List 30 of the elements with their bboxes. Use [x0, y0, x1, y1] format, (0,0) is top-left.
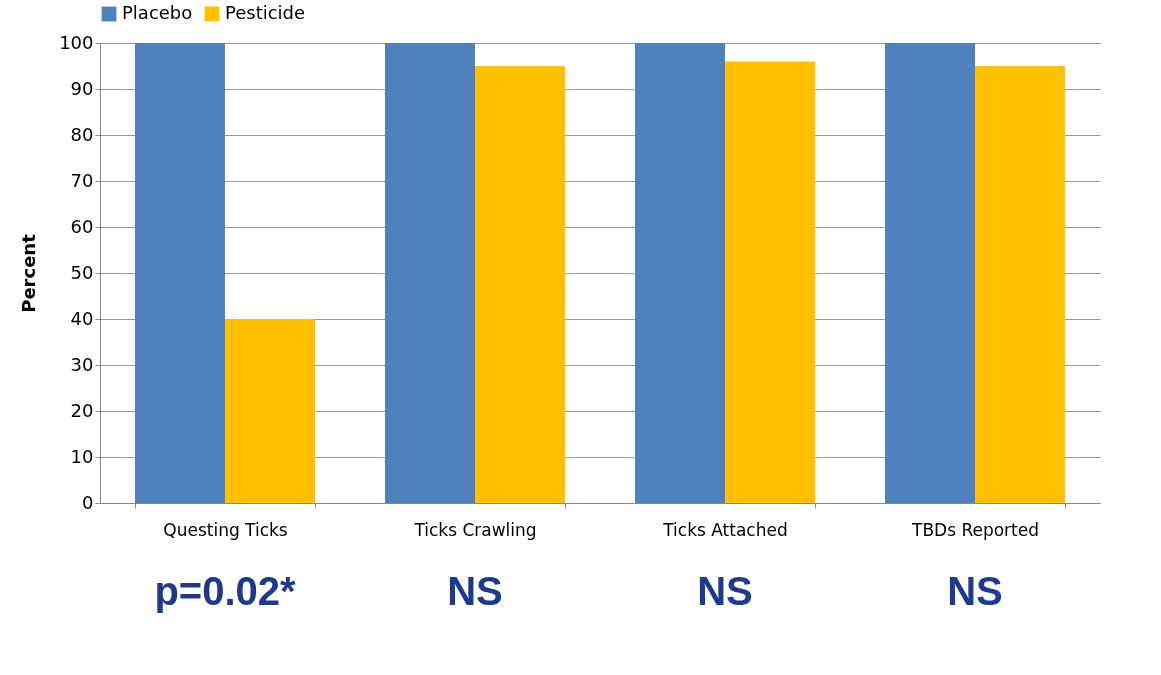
- bar: [225, 319, 315, 503]
- bar: [725, 61, 815, 503]
- y-tick-label: 100: [59, 31, 94, 53]
- x-tick-label: Ticks Crawling: [413, 519, 537, 540]
- legend-label: Pesticide: [225, 2, 306, 23]
- x-tick-label: TBDs Reported: [910, 519, 1040, 540]
- y-tick-label: 40: [70, 307, 94, 329]
- bar: [135, 43, 225, 503]
- y-tick-label: 50: [70, 261, 94, 283]
- text: NS: [447, 569, 503, 613]
- x-tick-label: Questing Ticks: [163, 519, 288, 540]
- text: p=0.02*: [154, 569, 297, 613]
- y-tick-label: 70: [70, 169, 94, 191]
- y-axis-title: Percent: [18, 233, 40, 313]
- bar: [475, 66, 565, 503]
- y-tick-label: 0: [82, 491, 94, 513]
- y-tick-label: 20: [70, 399, 94, 421]
- bar: [635, 43, 725, 503]
- y-tick-label: 30: [70, 353, 94, 375]
- text: NS: [697, 569, 753, 613]
- y-tick-label: 10: [70, 445, 94, 467]
- text: NS: [947, 569, 1003, 613]
- bar: [885, 43, 975, 503]
- y-tick-label: 60: [70, 215, 94, 237]
- y-tick-label: 90: [70, 77, 94, 99]
- y-tick-label: 80: [70, 123, 94, 145]
- legend-label: Placebo: [122, 2, 193, 23]
- bar: [975, 66, 1065, 503]
- x-tick-label: Ticks Attached: [662, 519, 788, 540]
- bar: [385, 43, 475, 503]
